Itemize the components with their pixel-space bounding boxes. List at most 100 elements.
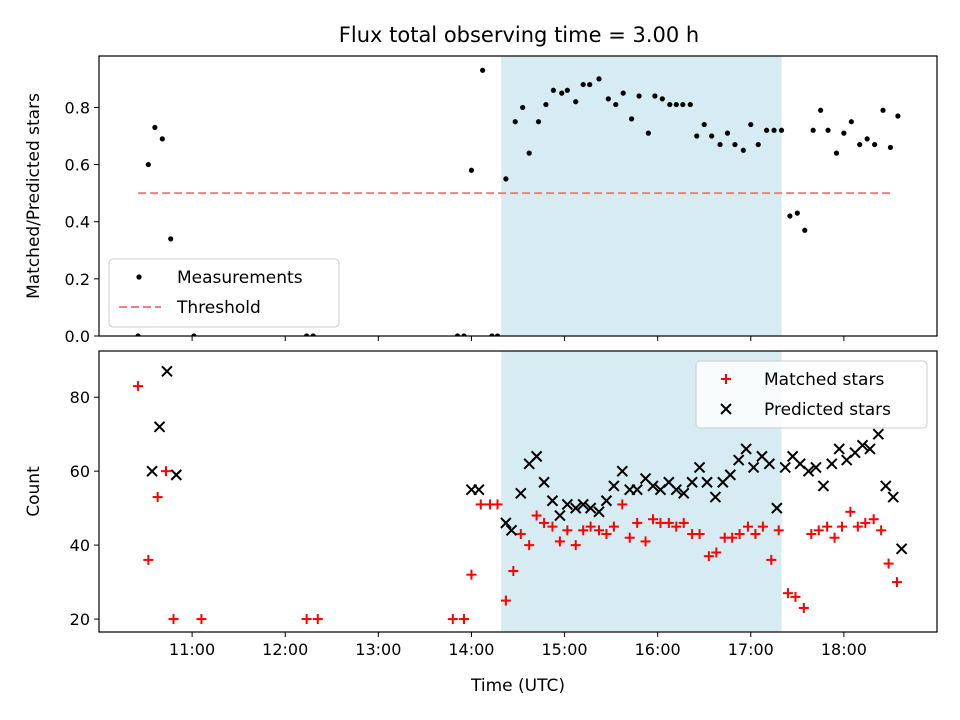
data-point <box>489 333 495 336</box>
data-point <box>524 540 535 551</box>
data-point <box>601 529 612 540</box>
data-point-b <box>872 428 885 440</box>
data-point-b <box>505 524 518 537</box>
data-point <box>473 483 485 496</box>
data-point <box>613 101 619 108</box>
data-point <box>133 381 144 392</box>
data-point-b <box>546 495 559 507</box>
data-point <box>709 133 715 139</box>
data-point <box>596 76 602 82</box>
data-point-b <box>678 487 690 500</box>
data-point <box>191 333 197 336</box>
data-point <box>872 141 878 148</box>
data-point <box>547 521 558 532</box>
data-point <box>152 124 158 131</box>
data-point-b <box>161 365 173 378</box>
data-point <box>693 461 706 474</box>
data-point <box>678 517 689 528</box>
data-point <box>550 87 556 93</box>
data-point <box>773 525 784 536</box>
data-point <box>605 96 611 102</box>
data-point <box>833 150 840 156</box>
data-point <box>709 491 722 503</box>
data-point <box>764 127 770 133</box>
data-point <box>880 107 886 113</box>
data-point <box>584 502 597 514</box>
plot-area <box>135 67 901 336</box>
data-point <box>790 591 801 602</box>
data-point <box>578 525 589 536</box>
data-point <box>747 461 760 474</box>
y-axis-label: Matched/Predicted stars <box>24 93 44 299</box>
data-point <box>617 499 628 510</box>
data-point <box>143 554 154 565</box>
data-point <box>872 428 885 440</box>
data-point <box>196 614 207 625</box>
data-point <box>857 141 863 148</box>
legend: Matched stars Predicted stars <box>695 360 928 429</box>
data-point <box>766 554 777 565</box>
data-point-b <box>802 465 815 477</box>
data-point-b <box>670 483 682 496</box>
legend-label: Threshold <box>176 298 261 318</box>
data-point <box>694 133 700 139</box>
data-point <box>168 614 179 625</box>
data-point <box>559 90 565 96</box>
data-point-b <box>732 454 745 466</box>
data-point <box>864 443 876 455</box>
data-point <box>458 614 469 625</box>
data-point <box>848 119 854 125</box>
data-point <box>562 525 573 536</box>
y-tick-label: 40 <box>70 536 90 555</box>
data-point <box>608 521 619 532</box>
data-point <box>447 614 458 625</box>
data-point <box>461 333 467 336</box>
data-point <box>526 150 532 156</box>
data-point <box>802 227 808 233</box>
data-point <box>686 476 698 488</box>
data-point <box>891 577 902 588</box>
data-point <box>703 551 714 562</box>
data-point <box>734 529 745 540</box>
data-point <box>153 421 166 433</box>
data-point <box>864 136 870 142</box>
data-point <box>742 521 753 532</box>
data-point-b <box>895 543 908 555</box>
data-point <box>554 509 566 522</box>
data-point-b <box>817 480 830 492</box>
data-point <box>868 514 879 525</box>
data-point <box>310 333 316 336</box>
y-tick-label: 0.2 <box>65 270 90 289</box>
data-point <box>701 476 713 488</box>
top-panel-ratio: 0.0 0.2 0.4 0.6 0.8 Matched/Predicted stars Me… <box>24 55 938 346</box>
data-point-b <box>577 498 589 511</box>
data-point <box>673 101 679 108</box>
data-point <box>628 116 635 122</box>
axes-frame <box>98 350 938 633</box>
data-point <box>608 480 620 492</box>
data-point-b <box>763 458 776 470</box>
data-point-b <box>779 461 791 474</box>
data-point-b <box>887 491 899 503</box>
data-point-b <box>663 476 675 488</box>
data-point <box>817 480 830 492</box>
y-tick-label: 0.4 <box>65 213 90 232</box>
data-point-b <box>794 458 806 470</box>
data-point <box>161 466 172 477</box>
data-point <box>771 127 777 133</box>
data-point <box>841 130 847 136</box>
data-point-b <box>709 491 722 503</box>
legend-marker-b <box>720 403 732 415</box>
data-point <box>632 517 643 528</box>
data-point <box>732 454 745 466</box>
data-point <box>640 536 651 547</box>
data-point <box>631 483 643 496</box>
x-tick-label: 11:00 <box>169 640 215 659</box>
data-point <box>530 450 543 463</box>
y-tick-label: 60 <box>70 462 90 481</box>
data-point-b <box>756 450 768 463</box>
data-point <box>512 119 518 125</box>
data-point <box>312 614 323 625</box>
data-point <box>624 532 635 543</box>
